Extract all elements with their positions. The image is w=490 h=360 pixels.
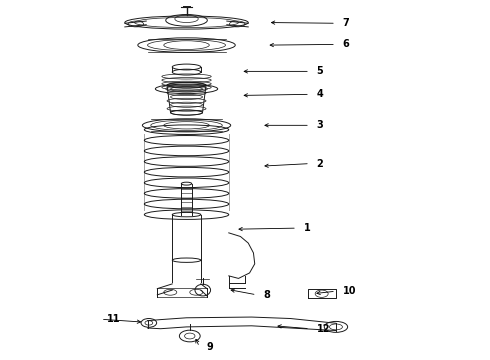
Text: 8: 8 [263,290,270,300]
Text: 2: 2 [317,159,323,168]
Text: 12: 12 [317,324,330,334]
Text: 1: 1 [303,223,310,233]
Text: 3: 3 [317,120,323,130]
Text: 7: 7 [343,18,349,28]
Text: 5: 5 [317,66,323,76]
Text: 10: 10 [343,286,356,296]
Text: 11: 11 [107,314,121,324]
Text: 9: 9 [206,342,213,352]
Text: 6: 6 [343,39,349,49]
Text: 4: 4 [317,89,323,99]
